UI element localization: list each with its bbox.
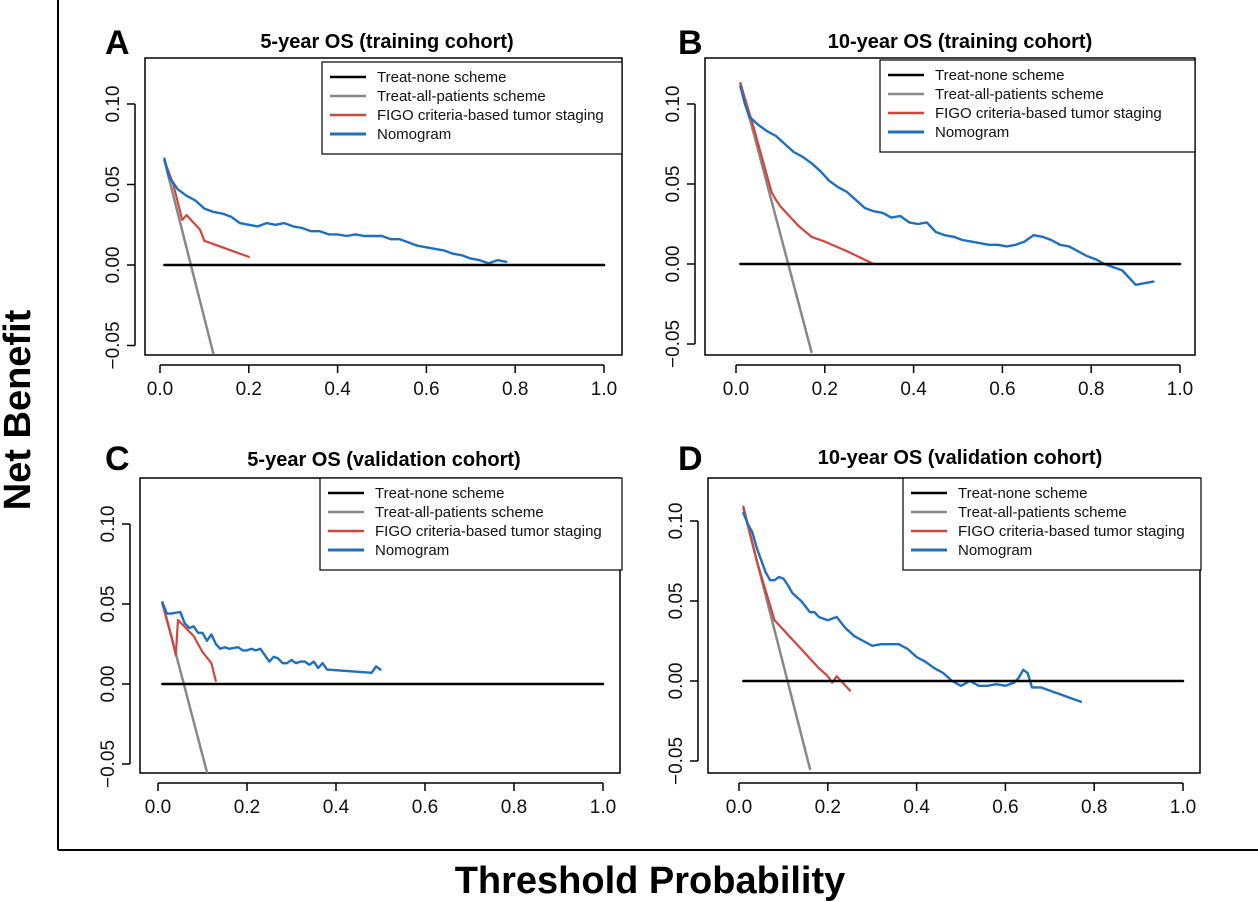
panel-a-y-tick-label: 0.05 xyxy=(103,166,124,203)
panel-b-x-tick-label: 0.0 xyxy=(723,379,749,400)
panel-c-legend-label: Nomogram xyxy=(375,542,449,559)
panel-c-y-tick-label: 0.00 xyxy=(98,666,119,703)
panel-a-series-treat-all-patients-scheme xyxy=(163,159,215,355)
shared-x-axis-label: Threshold Probability xyxy=(455,860,846,902)
panel-c-series-nomogram xyxy=(161,601,382,674)
panel-b-series-group xyxy=(739,81,1182,354)
panel-d-x-tick-label: 0.4 xyxy=(903,797,930,818)
panel-b-x-tick-label: 0.2 xyxy=(812,379,838,400)
panel-d-legend-label: Treat-all-patients scheme xyxy=(958,504,1127,521)
panel-d-series-nomogram xyxy=(742,511,1083,703)
panel-a-x-tick-label: 0.4 xyxy=(324,379,351,400)
panel-d-x-tick-label: 0.8 xyxy=(1081,797,1107,818)
panel-c-legend-label: Treat-all-patients scheme xyxy=(375,504,544,521)
panel-a-x-tick-label: 0.2 xyxy=(236,379,262,400)
panel-d-y-tick-label: 0.05 xyxy=(666,583,687,620)
panel-d-x-tick-label: 1.0 xyxy=(1170,797,1196,818)
panel-b-title: 10-year OS (training cohort) xyxy=(828,31,1093,53)
panel-c-x-tick-label: 0.6 xyxy=(412,797,438,818)
panel-d-x-tick-label: 0.2 xyxy=(815,797,841,818)
panel-a-legend-label: FIGO criteria-based tumor staging xyxy=(377,107,604,124)
panel-c: C 5-year OS (validation cohort) −0.05 0.00 0… xyxy=(98,440,623,818)
panel-d-letter: D xyxy=(678,440,703,478)
panel-c-y-tick-label: 0.10 xyxy=(98,506,119,543)
panel-a-series-nomogram xyxy=(163,157,508,265)
panel-d-legend-box xyxy=(902,477,1202,571)
panel-b-legend-label: Nomogram xyxy=(935,124,1009,141)
panel-c-legend-label: Treat-none scheme xyxy=(375,485,505,502)
panel-d-legend-label: Treat-none scheme xyxy=(958,485,1088,502)
panel-d-y-tick-label: 0.10 xyxy=(666,503,687,540)
panel-a-plot-box xyxy=(144,57,623,356)
panel-a-legend-label: Treat-all-patients scheme xyxy=(377,88,546,105)
panel-b-x-tick-label: 1.0 xyxy=(1167,379,1193,400)
panel-d-legend-label: FIGO criteria-based tumor staging xyxy=(958,523,1185,540)
panel-d-legend: Treat-none scheme Treat-all-patients sche… xyxy=(902,477,1202,571)
panel-c-x-tick-label: 1.0 xyxy=(590,797,616,818)
panel-c-x-tick-label: 0.0 xyxy=(145,797,171,818)
panel-d-x-tick-label: 0.0 xyxy=(726,797,752,818)
panel-c-legend-label: FIGO criteria-based tumor staging xyxy=(375,523,602,540)
panel-c-y-tick-label: 0.05 xyxy=(98,586,119,623)
panel-c-x-tick-label: 0.8 xyxy=(501,797,527,818)
panel-b-x-tick-label: 0.4 xyxy=(900,379,927,400)
panel-b-plot-box xyxy=(704,57,1196,356)
panel-c-y-tick-label: −0.05 xyxy=(98,740,119,788)
panel-c-x-tick-label: 0.4 xyxy=(323,797,350,818)
panel-a-x-tick-label: 1.0 xyxy=(591,379,617,400)
panel-c-series-group xyxy=(161,601,605,773)
panel-d-x-tick-label: 0.6 xyxy=(992,797,1018,818)
panel-b-series-figo-criteria-based-tumor-staging xyxy=(739,82,875,266)
panel-b-letter: B xyxy=(678,24,703,62)
panel-b-y-tick-label: 0.00 xyxy=(663,246,684,283)
panel-b-legend-label: Treat-all-patients scheme xyxy=(935,86,1104,103)
panel-a-legend-label: Treat-none scheme xyxy=(377,69,507,86)
panel-c-letter: C xyxy=(105,440,130,478)
shared-y-axis-label: Net Benefit xyxy=(0,309,39,510)
panel-a: A 5-year OS (training cohort) −0.05 0.00 0.0… xyxy=(103,24,623,400)
panel-c-legend: Treat-none scheme Treat-all-patients sche… xyxy=(319,477,623,571)
panel-b-legend-label: Treat-none scheme xyxy=(935,67,1065,84)
panel-b-legend-box xyxy=(879,59,1196,153)
panel-a-legend-box xyxy=(321,61,623,155)
panel-c-x-tick-label: 0.2 xyxy=(234,797,260,818)
panel-d-y-tick-label: −0.05 xyxy=(666,737,687,785)
panel-d-series-figo-criteria-based-tumor-staging xyxy=(742,505,852,692)
panel-b-y-tick-label: 0.10 xyxy=(663,86,684,123)
panel-a-x-tick-label: 0.6 xyxy=(413,379,439,400)
panel-d-series-group xyxy=(742,505,1185,771)
panel-b-series-treat-all-patients-scheme xyxy=(739,81,813,354)
panel-b-x-tick-label: 0.8 xyxy=(1078,379,1104,400)
panel-b-legend: Treat-none scheme Treat-all-patients sche… xyxy=(879,59,1196,153)
panel-c-legend-box xyxy=(319,477,623,571)
panel-a-x-tick-label: 0.8 xyxy=(502,379,528,400)
panel-a-series-group xyxy=(163,157,606,355)
panel-b-series-nomogram xyxy=(739,85,1155,286)
panel-a-title: 5-year OS (training cohort) xyxy=(260,31,513,53)
panel-d: D 10-year OS (validation cohort)−0.050.00… xyxy=(666,440,1202,818)
panel-a-legend: Treat-none scheme Treat-all-patients sche… xyxy=(321,61,623,155)
panel-b: B 10-year OS (training cohort) −0.05 0.00 0.… xyxy=(663,24,1196,400)
panel-b-legend-label: FIGO criteria-based tumor staging xyxy=(935,105,1162,122)
panel-a-y-tick-label: 0.00 xyxy=(103,247,124,284)
panel-b-y-tick-label: 0.05 xyxy=(663,166,684,203)
panel-d-y-tick-label: 0.00 xyxy=(666,663,687,700)
panel-a-y-tick-label: −0.05 xyxy=(103,321,124,369)
panel-a-x-tick-label: 0.0 xyxy=(147,379,173,400)
panel-d-legend-label: Nomogram xyxy=(958,542,1032,559)
panel-c-series-figo-criteria-based-tumor-staging xyxy=(161,602,217,682)
panel-b-y-tick-label: −0.05 xyxy=(663,320,684,368)
panels-group: A 5-year OS (training cohort) −0.05 0.00 0.0… xyxy=(98,24,1202,818)
panel-a-y-tick-label: 0.10 xyxy=(103,86,124,123)
panel-d-title: 10-year OS (validation cohort) xyxy=(818,447,1103,469)
panel-c-title: 5-year OS (validation cohort) xyxy=(247,449,520,471)
panel-b-x-tick-label: 0.6 xyxy=(989,379,1015,400)
panel-a-letter: A xyxy=(105,24,130,62)
panel-a-legend-label: Nomogram xyxy=(377,126,451,143)
